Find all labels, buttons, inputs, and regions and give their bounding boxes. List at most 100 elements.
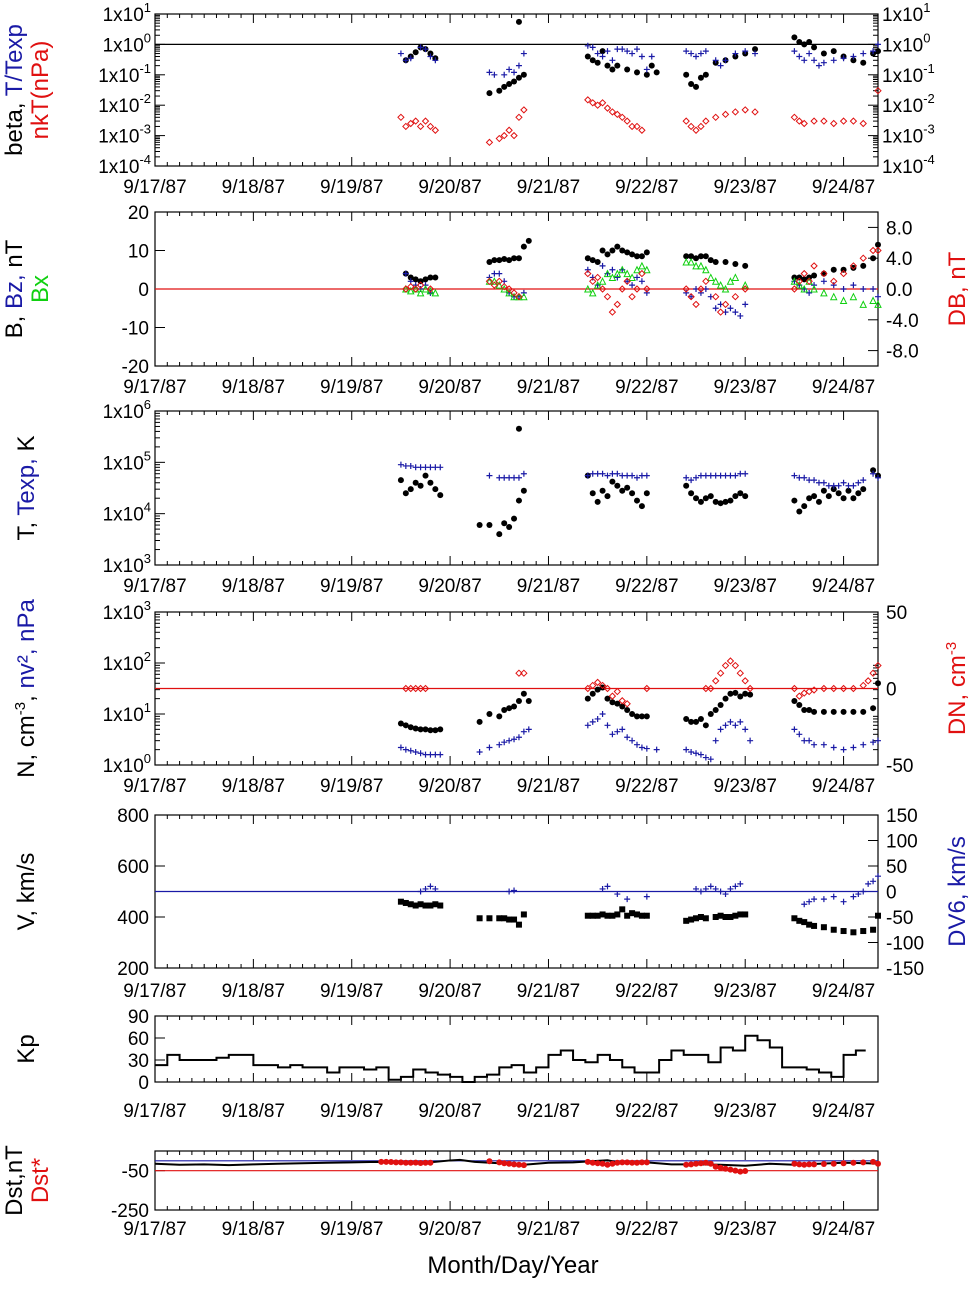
data-point (623, 117, 631, 125)
data-point (717, 888, 724, 895)
data-point (584, 96, 592, 104)
data-point (618, 265, 627, 274)
data-point (875, 873, 881, 880)
data-point (830, 119, 838, 128)
data-point (486, 522, 493, 529)
data-point (697, 285, 705, 293)
data-point (510, 289, 518, 297)
data-point (643, 893, 650, 900)
data-point (427, 883, 434, 890)
data-point (402, 122, 410, 131)
data-point (604, 695, 611, 702)
data-point (388, 1159, 395, 1166)
data-point (830, 282, 837, 289)
data-point (594, 912, 601, 919)
data-point (609, 66, 616, 73)
data-point (732, 260, 739, 267)
data-point (795, 692, 804, 700)
data-point (693, 750, 700, 757)
axis-label-part: nkT(nPa) (27, 41, 54, 140)
data-point (875, 41, 881, 48)
data-point (811, 1161, 818, 1168)
data-point (702, 117, 710, 125)
data-point (618, 285, 626, 293)
data-point (790, 285, 799, 293)
data-point (830, 277, 838, 286)
data-point (830, 57, 837, 64)
y-axis-title: V, km/s (13, 853, 40, 931)
data-point (875, 241, 881, 248)
data-point (599, 684, 606, 691)
data-point (702, 265, 710, 274)
data-point (623, 277, 631, 286)
data-point (860, 928, 867, 935)
y-tick-label: 0.0 (886, 280, 912, 301)
data-point (604, 48, 611, 55)
data-point (515, 1161, 522, 1168)
data-point (599, 53, 606, 60)
data-point (608, 108, 617, 116)
data-point (811, 272, 818, 279)
y2-axis-title: DV6, km/s (944, 836, 971, 947)
data-point (486, 472, 493, 479)
data-point (840, 55, 847, 62)
data-point (840, 898, 847, 905)
y-tick-label: -20 (122, 357, 149, 378)
data-point (643, 249, 650, 256)
y-tick-label: 0 (886, 883, 897, 904)
data-point (860, 486, 867, 493)
data-point (726, 277, 735, 285)
x-tick-label: 9/19/87 (320, 776, 383, 797)
data-point (417, 278, 424, 285)
data-point (795, 117, 804, 125)
y-axis-title: Dst,nT (1, 1145, 28, 1216)
data-point (796, 274, 803, 281)
data-point (697, 261, 705, 270)
data-point (688, 916, 695, 923)
data-point (624, 66, 631, 73)
data-point (820, 924, 827, 931)
data-point (820, 278, 827, 285)
data-point (811, 741, 818, 748)
data-point (593, 101, 602, 109)
data-point (584, 695, 591, 702)
data-point (875, 737, 881, 744)
data-point (608, 273, 617, 281)
data-point (638, 278, 645, 285)
x-tick-label: 9/19/87 (320, 576, 383, 597)
x-tick-label: 9/24/87 (812, 576, 875, 597)
data-point (840, 708, 847, 715)
data-point (520, 669, 528, 677)
y-tick-label: 1x102 (103, 649, 151, 675)
y-tick-label: 20 (128, 203, 149, 224)
data-point (860, 888, 867, 895)
data-point (397, 113, 405, 122)
data-point (515, 292, 523, 301)
data-point (624, 249, 631, 256)
data-point (683, 746, 690, 753)
data-point (584, 284, 592, 293)
data-point (717, 500, 724, 507)
data-point (618, 697, 626, 705)
data-point (609, 247, 616, 254)
data-point (736, 669, 744, 677)
data-point (737, 693, 744, 700)
data-point (397, 720, 404, 727)
data-point (432, 727, 439, 734)
y-tick-label: 400 (117, 908, 149, 929)
data-point (402, 270, 409, 277)
data-point (437, 902, 444, 909)
data-point (584, 472, 591, 479)
panel-3: 9/17/87 9/18/87 9/19/87 9/20/87 9/21/87 9/22/… (12, 598, 971, 797)
data-point (702, 1159, 709, 1166)
data-point (711, 292, 720, 301)
data-point (643, 289, 650, 296)
axis-label-part: B, (1, 309, 28, 338)
data-point (820, 59, 827, 66)
tick-exponent: -3 (139, 122, 151, 137)
data-point (510, 131, 518, 140)
data-point (584, 255, 591, 262)
data-point (525, 726, 532, 733)
data-point (511, 916, 518, 923)
data-point (634, 253, 640, 260)
